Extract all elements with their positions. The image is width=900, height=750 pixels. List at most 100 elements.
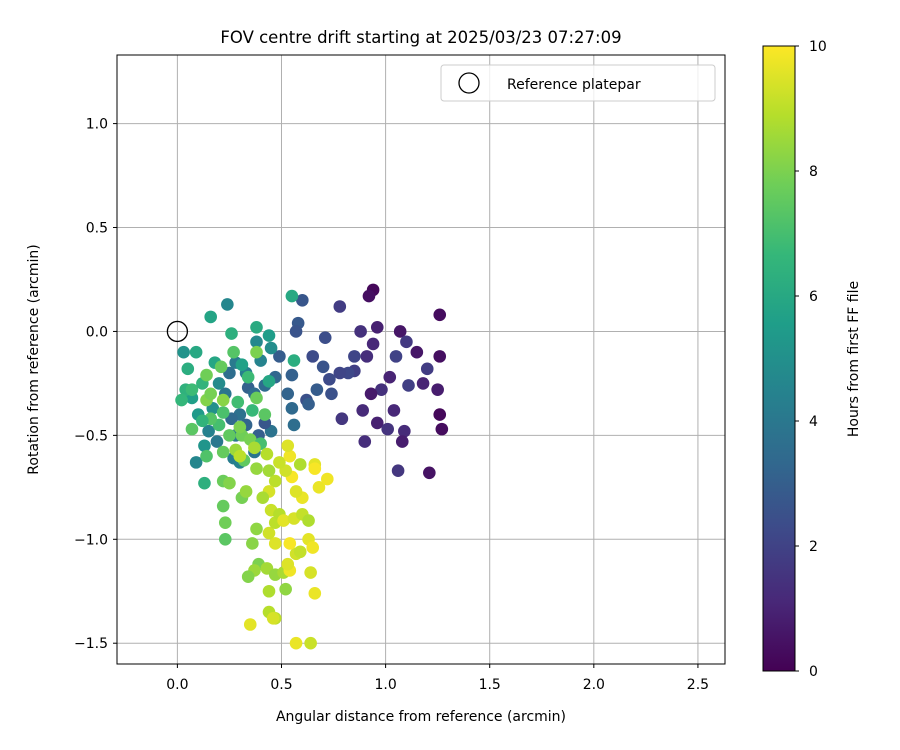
scatter-point xyxy=(375,383,388,396)
reference-marker xyxy=(166,320,189,343)
scatter-point xyxy=(391,464,405,477)
chart-title: FOV centre drift starting at 2025/03/23 … xyxy=(220,28,621,47)
scatter-point xyxy=(416,377,430,390)
scatter-point xyxy=(358,435,372,448)
scatter-point xyxy=(389,350,403,363)
scatter-point xyxy=(233,420,247,434)
scatter-point xyxy=(293,545,307,559)
plot-frame xyxy=(116,54,726,665)
x-axis-label: Angular distance from reference (arcmin) xyxy=(276,709,566,725)
scatter-point xyxy=(250,391,263,405)
legend-marker xyxy=(458,72,480,94)
scatter-point xyxy=(308,462,322,475)
scatter-point xyxy=(214,360,228,374)
scatter-point xyxy=(402,379,415,392)
grid xyxy=(117,55,725,664)
scatter-point xyxy=(246,404,259,417)
scatter-point xyxy=(258,408,272,421)
scatter-point xyxy=(233,449,247,463)
y-tick-label: −1.5 xyxy=(74,636,108,652)
scatter-point xyxy=(308,587,322,600)
colorbar-tick-label: 6 xyxy=(809,289,818,305)
scatter-point xyxy=(250,462,263,475)
colorbar-ticks: 0 2 4 6 8 10 xyxy=(795,39,827,680)
legend-box xyxy=(440,64,716,102)
scatter-point xyxy=(243,618,257,631)
scatter-point xyxy=(398,424,411,438)
scatter-point xyxy=(181,362,195,376)
scatter-point xyxy=(354,325,367,338)
scatter-point xyxy=(366,337,380,351)
scatter-point xyxy=(225,327,238,340)
scatter-point xyxy=(185,422,199,436)
scatter-points xyxy=(175,283,449,650)
scatter-point xyxy=(410,345,424,359)
scatter-point xyxy=(250,320,263,334)
scatter-point xyxy=(289,325,303,338)
scatter-point xyxy=(333,300,347,313)
scatter-point xyxy=(370,416,384,430)
colorbar-tick-label: 0 xyxy=(809,664,818,680)
scatter-point xyxy=(262,464,276,477)
scatter-point xyxy=(287,418,301,432)
scatter-point xyxy=(285,368,299,382)
scatter-point xyxy=(198,476,211,490)
scatter-point xyxy=(268,537,282,550)
scatter-point xyxy=(277,514,290,527)
scatter-point xyxy=(216,406,230,419)
scatter-point xyxy=(348,350,361,363)
scatter-point xyxy=(204,310,217,324)
scatter-point xyxy=(250,522,263,536)
y-tick-label: 1.0 xyxy=(86,117,108,133)
scatter-point xyxy=(283,449,297,463)
scatter-point xyxy=(200,368,213,382)
scatter-point xyxy=(196,414,209,428)
colorbar: 0 2 4 6 8 10 Hours from first FF file xyxy=(762,39,862,680)
scatter-point xyxy=(433,308,447,322)
scatter-point xyxy=(204,387,217,401)
x-tick-label: 1.5 xyxy=(479,677,501,693)
scatter-point xyxy=(246,537,259,550)
scatter-point xyxy=(285,402,299,415)
y-axis-label: Rotation from reference (arcmin) xyxy=(26,244,42,474)
scatter-point xyxy=(216,393,230,407)
scatter-point xyxy=(221,298,234,311)
scatter-point xyxy=(423,466,436,480)
scatter-point xyxy=(400,335,413,349)
scatter-point xyxy=(325,387,338,401)
scatter-point xyxy=(304,566,317,579)
plot-area xyxy=(117,55,725,664)
scatter-point xyxy=(296,293,309,307)
scatter-point xyxy=(210,435,224,448)
legend-label: Reference platepar xyxy=(507,77,641,93)
scatter-point xyxy=(281,439,295,453)
scatter-point xyxy=(323,372,336,386)
scatter-point xyxy=(370,320,384,334)
scatter-point xyxy=(420,362,434,376)
colorbar-tick-label: 2 xyxy=(809,539,818,555)
scatter-point xyxy=(306,350,320,363)
colorbar-tick-label: 10 xyxy=(809,39,827,55)
scatter-point xyxy=(335,412,349,426)
y-tick-label: −1.0 xyxy=(74,532,108,548)
scatter-point xyxy=(333,366,347,380)
scatter-point xyxy=(198,439,211,453)
scatter-point xyxy=(289,485,303,498)
colorbar-tick-label: 8 xyxy=(809,164,818,180)
colorbar-label: Hours from first FF file xyxy=(846,281,862,437)
scatter-point xyxy=(312,481,326,494)
scatter-point xyxy=(223,476,236,490)
scatter-point xyxy=(281,557,295,571)
scatter-point xyxy=(435,422,449,436)
scatter-point xyxy=(239,485,253,498)
scatter-point xyxy=(293,458,307,471)
scatter-point xyxy=(202,424,215,438)
scatter-point xyxy=(364,387,378,401)
scatter-point xyxy=(250,335,263,349)
y-axis-ticks: 1.0 0.5 0.0 −0.5 −1.0 −1.5 xyxy=(74,117,117,652)
scatter-point xyxy=(318,331,332,344)
scatter-point xyxy=(177,345,190,359)
scatter-point xyxy=(189,345,203,359)
scatter-point xyxy=(395,435,409,448)
scatter-point xyxy=(268,474,282,488)
